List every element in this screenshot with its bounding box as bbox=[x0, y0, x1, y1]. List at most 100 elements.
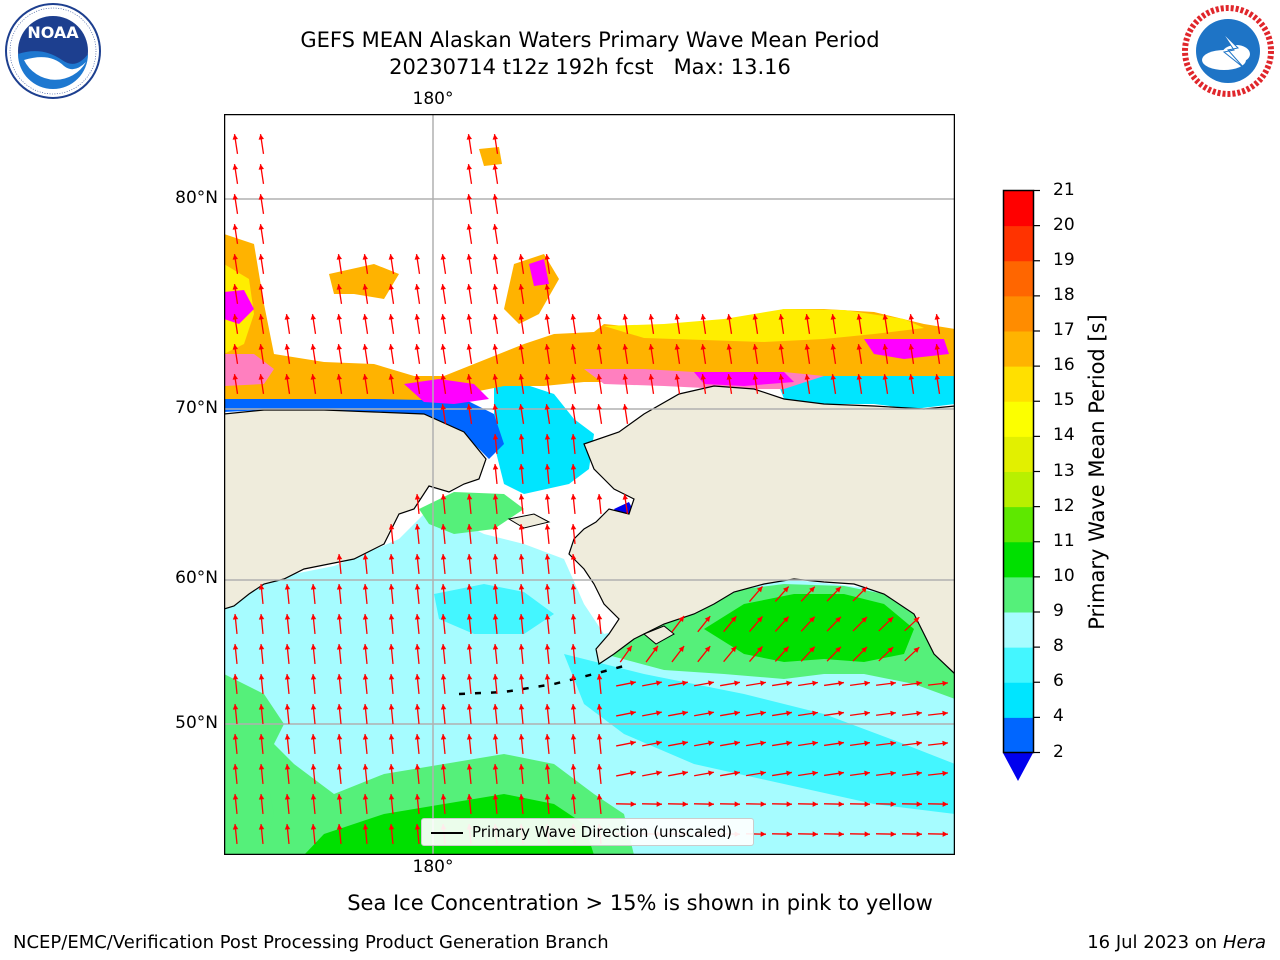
wave-arrow bbox=[518, 553, 525, 575]
wave-arrow bbox=[798, 770, 818, 777]
plot-title-line1: GEFS MEAN Alaskan Waters Primary Wave Me… bbox=[300, 28, 880, 52]
colorbar-tick-label: 14 bbox=[1053, 425, 1075, 446]
wave-arrow bbox=[310, 793, 317, 815]
wave-arrow bbox=[616, 770, 636, 777]
wave-arrow bbox=[927, 740, 949, 747]
colorbar-block bbox=[1003, 471, 1034, 508]
wave-arrow bbox=[927, 801, 949, 807]
wave-arrow bbox=[596, 404, 603, 424]
wave-arrow bbox=[518, 254, 525, 274]
wave-arrow bbox=[544, 703, 551, 725]
wave-arrow bbox=[492, 763, 499, 785]
wave-arrow bbox=[492, 194, 499, 214]
wave-arrow bbox=[616, 680, 636, 687]
wave-arrow bbox=[232, 793, 239, 815]
wave-arrow bbox=[700, 344, 707, 364]
wave-arrow bbox=[362, 823, 369, 845]
wave-arrow bbox=[570, 703, 577, 725]
wave-arrow bbox=[544, 733, 551, 755]
wave-arrow bbox=[616, 740, 636, 747]
colorbar-block bbox=[1003, 190, 1034, 227]
footer-left: NCEP/EMC/Verification Post Processing Pr… bbox=[13, 932, 609, 953]
wave-arrow bbox=[746, 710, 766, 717]
wave-arrow bbox=[388, 763, 395, 785]
footer-right: 16 Jul 2023 on Hera bbox=[1087, 932, 1266, 953]
wave-arrow bbox=[466, 703, 473, 725]
wave-arrow bbox=[746, 770, 766, 777]
wave-arrow bbox=[310, 703, 317, 725]
wave-arrow bbox=[748, 585, 764, 603]
wave-arrow bbox=[310, 613, 317, 635]
blue-coastal-strip bbox=[224, 389, 504, 459]
wave-arrow bbox=[492, 254, 499, 274]
wave-arrow bbox=[518, 284, 525, 304]
wave-arrow bbox=[492, 433, 499, 455]
colorbar-tick-label: 19 bbox=[1053, 249, 1075, 270]
wave-arrow bbox=[622, 404, 629, 424]
wave-arrow bbox=[544, 493, 551, 515]
sea-ice-yellow-2 bbox=[604, 309, 924, 342]
colorbar-tick-label: 2 bbox=[1053, 741, 1064, 762]
wave-arrow bbox=[901, 710, 923, 717]
wave-arrow bbox=[694, 680, 714, 687]
wave-arrow bbox=[720, 680, 740, 687]
wave-arrow bbox=[934, 314, 941, 334]
wave-arrow bbox=[544, 344, 551, 364]
wave-arrow bbox=[258, 374, 265, 394]
wave-arrow bbox=[648, 314, 655, 334]
wave-arrow bbox=[414, 733, 421, 755]
map-frame bbox=[224, 114, 955, 855]
wave-arrow bbox=[414, 643, 421, 665]
wave-arrow bbox=[336, 553, 343, 575]
colorbar-title: Primary Wave Mean Period [s] bbox=[1085, 314, 1109, 630]
wave-arrow bbox=[284, 643, 291, 665]
wave-arrow bbox=[908, 314, 915, 334]
wave-arrow bbox=[336, 314, 343, 334]
wave-arrow bbox=[336, 583, 343, 605]
wave-arrow bbox=[856, 344, 863, 364]
wave-arrow bbox=[772, 770, 792, 777]
wave-arrow bbox=[440, 254, 447, 274]
wave-arrow bbox=[388, 314, 395, 334]
wave-arrow bbox=[700, 314, 707, 334]
wave-arrow bbox=[440, 493, 447, 515]
wave-arrow bbox=[726, 374, 733, 394]
wave-arrow bbox=[440, 583, 447, 605]
ice-note: Sea Ice Concentration > 15% is shown in … bbox=[347, 891, 933, 915]
wave-arrow bbox=[362, 344, 369, 364]
colorbar-block bbox=[1003, 647, 1034, 683]
wave-arrow bbox=[414, 344, 421, 364]
lat-label-50: 50°N bbox=[175, 713, 218, 733]
wave-arrow bbox=[901, 680, 923, 687]
wave-arrow bbox=[258, 344, 265, 364]
wave-arrow bbox=[544, 613, 551, 635]
wave-arrow bbox=[748, 645, 764, 663]
wave-arrow bbox=[752, 314, 759, 334]
wave-arrow bbox=[362, 583, 369, 605]
wave-arrow bbox=[830, 344, 837, 364]
wave-arrow bbox=[544, 763, 551, 785]
wave-arrow bbox=[875, 680, 897, 687]
wave-arrow bbox=[596, 493, 603, 515]
wave-arrow bbox=[362, 763, 369, 785]
colorbar-tick-label: 11 bbox=[1053, 530, 1075, 551]
wave-arrow bbox=[875, 740, 897, 747]
wave-arrow bbox=[927, 680, 949, 687]
colorbar-block bbox=[1003, 225, 1034, 262]
wave-arrow bbox=[544, 314, 551, 334]
wave-arrow bbox=[284, 344, 291, 364]
wave-arrow bbox=[746, 680, 766, 687]
wave-arrow bbox=[284, 703, 291, 725]
wave-arrow bbox=[492, 374, 499, 394]
wave-arrow bbox=[723, 615, 737, 633]
wave-arrow bbox=[544, 374, 551, 394]
wave-arrow bbox=[875, 770, 897, 777]
wave-arrow bbox=[362, 553, 369, 575]
wave-arrow bbox=[774, 586, 790, 602]
wave-arrow bbox=[826, 616, 842, 632]
wave-arrow bbox=[440, 284, 447, 304]
wave-arrow bbox=[336, 733, 343, 755]
wave-arrow bbox=[908, 344, 915, 364]
wave-arrow bbox=[492, 284, 499, 304]
wave-arrow bbox=[544, 433, 551, 455]
